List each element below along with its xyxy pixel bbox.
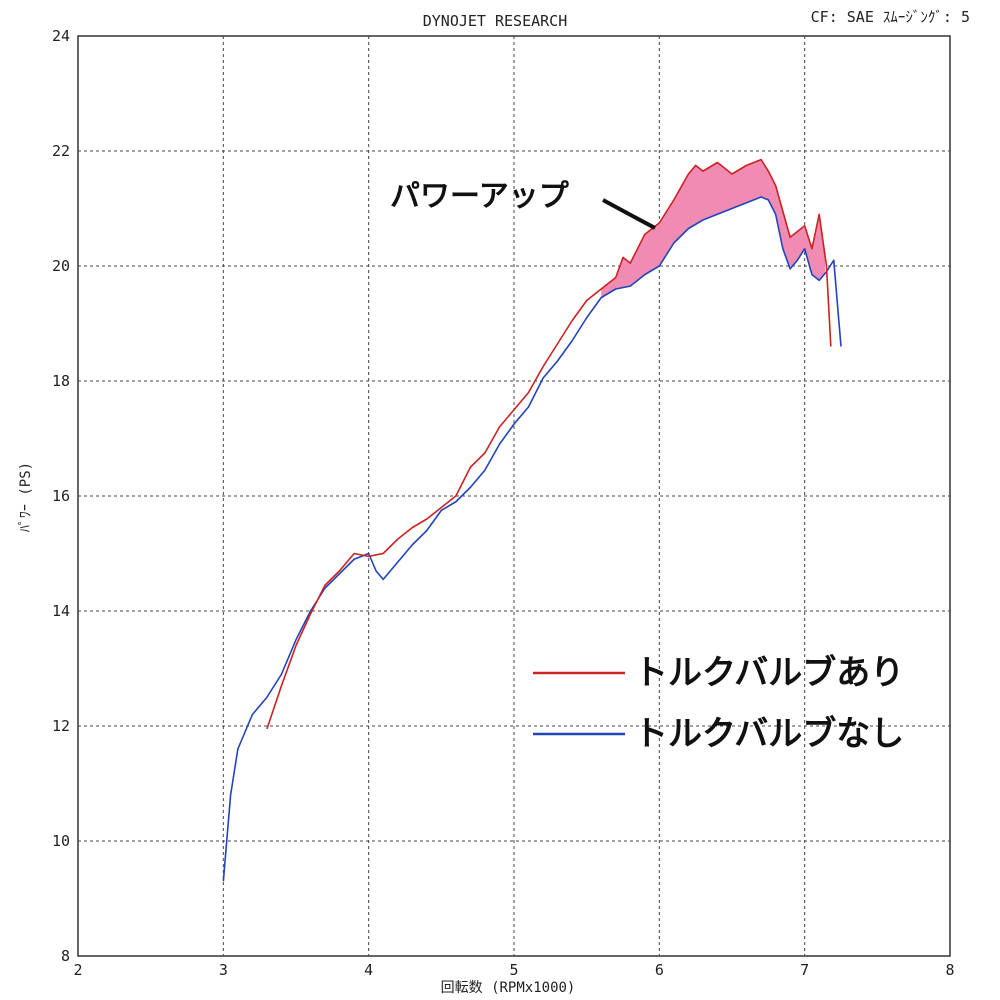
y-tick-label: 10 (52, 832, 70, 850)
x-tick-label: 4 (364, 961, 373, 979)
power-up-annotation: パワーアップ (390, 179, 570, 214)
y-tick-labels: 8 10 12 14 16 18 20 22 24 (52, 27, 70, 965)
power-up-fill (601, 159, 826, 298)
y-tick-label: 8 (61, 947, 70, 965)
x-tick-labels: 2 3 4 5 6 7 8 (73, 961, 954, 979)
gridlines (78, 36, 950, 956)
x-tick-label: 3 (219, 961, 228, 979)
legend-label-without-valve: トルクバルブなし (634, 714, 904, 754)
power-up-fill-layer (601, 159, 826, 298)
y-tick-label: 12 (52, 717, 70, 735)
series-layer (222, 158, 842, 882)
y-axis-title: ﾊﾟﾜｰ (PS) (18, 462, 34, 532)
y-tick-label: 20 (52, 257, 70, 275)
x-tick-label: 8 (945, 961, 954, 979)
x-tick-label: 6 (655, 961, 664, 979)
y-tick-label: 14 (52, 602, 70, 620)
x-tick-label: 2 (73, 961, 82, 979)
y-tick-label: 22 (52, 142, 70, 160)
x-axis-title: 回転数 (RPMx1000) (441, 980, 576, 996)
chart-header-right: CF: SAE ｽﾑｰｼﾞﾝｸﾞ: 5 (811, 8, 970, 26)
x-tick-label: 5 (509, 961, 518, 979)
y-tick-label: 18 (52, 372, 70, 390)
y-tick-label: 16 (52, 487, 70, 505)
series-line-without-valve (222, 196, 842, 882)
chart-title: DYNOJET RESEARCH (423, 12, 568, 30)
legend: トルクバルブあり トルクバルブなし (533, 653, 904, 754)
series-line-with-valve (266, 158, 832, 730)
x-tick-label: 7 (800, 961, 809, 979)
legend-label-with-valve: トルクバルブあり (634, 653, 904, 693)
y-tick-label: 24 (52, 27, 70, 45)
annotation-pointer-line (602, 198, 656, 230)
